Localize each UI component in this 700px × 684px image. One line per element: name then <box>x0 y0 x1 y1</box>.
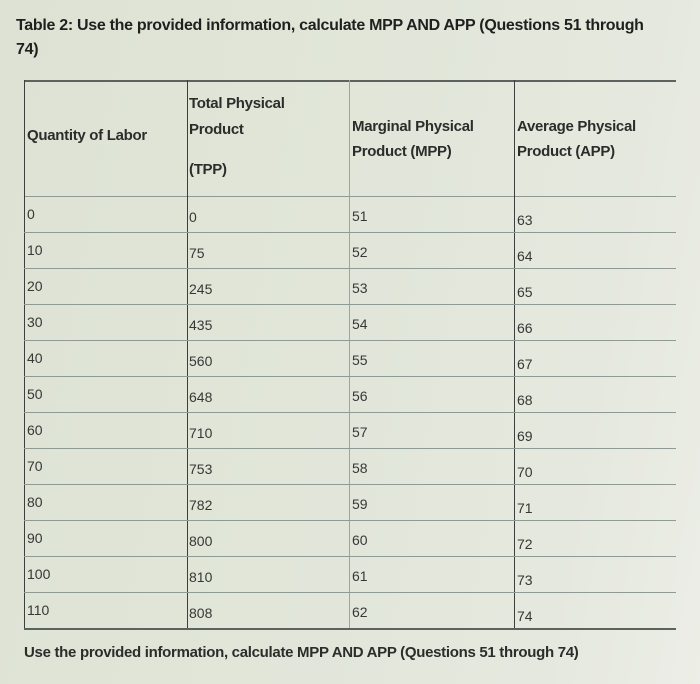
row-divider <box>24 412 676 413</box>
cell-labor: 70 <box>27 458 43 474</box>
table-bottom-border <box>24 628 676 630</box>
cell-mpp: 60 <box>352 532 368 548</box>
cell-tpp: 782 <box>189 497 213 513</box>
row-divider <box>24 232 676 233</box>
cell-tpp: 435 <box>189 317 213 333</box>
cell-labor: 60 <box>27 422 43 438</box>
cell-app: 66 <box>517 320 533 336</box>
cell-labor: 110 <box>27 602 50 618</box>
cell-app: 63 <box>517 212 533 228</box>
cell-tpp: 560 <box>189 353 213 369</box>
cell-tpp: 808 <box>189 605 213 621</box>
row-divider <box>24 448 676 449</box>
col-divider-1 <box>187 80 188 628</box>
cell-mpp: 59 <box>352 496 368 512</box>
header-tpp-line1: Total Physical <box>189 95 285 112</box>
row-divider <box>24 340 676 341</box>
header-app-line1: Average Physical <box>517 118 636 135</box>
header-quantity-of-labor: Quantity of Labor <box>27 127 147 144</box>
header-mpp-line1: Marginal Physical <box>352 118 474 135</box>
cell-app: 74 <box>517 608 533 624</box>
cell-tpp: 0 <box>189 209 197 225</box>
cell-mpp: 55 <box>352 352 368 368</box>
cell-mpp: 51 <box>352 208 368 224</box>
header-tpp-line3: (TPP) <box>189 161 227 178</box>
col-divider-3 <box>514 80 515 628</box>
cell-app: 71 <box>517 500 533 516</box>
cell-labor: 90 <box>27 530 43 546</box>
cell-mpp: 61 <box>352 568 368 584</box>
cell-app: 69 <box>517 428 533 444</box>
row-divider <box>24 376 676 377</box>
row-divider <box>24 484 676 485</box>
cell-mpp: 58 <box>352 460 368 476</box>
cell-mpp: 57 <box>352 424 368 440</box>
header-tpp-line2: Product <box>189 121 244 138</box>
cell-tpp: 710 <box>189 425 213 441</box>
cell-mpp: 56 <box>352 388 368 404</box>
cell-labor: 50 <box>27 386 43 402</box>
header-bottom-border <box>24 196 676 197</box>
cell-tpp: 648 <box>189 389 213 405</box>
cell-app: 72 <box>517 536 533 552</box>
header-app-line2: Product (APP) <box>517 143 615 160</box>
footer-instruction: Use the provided information, calculate … <box>24 644 579 661</box>
row-divider <box>24 592 676 593</box>
cell-labor: 40 <box>27 350 43 366</box>
cell-app: 68 <box>517 392 533 408</box>
cell-app: 65 <box>517 284 533 300</box>
cell-labor: 80 <box>27 494 43 510</box>
cell-app: 70 <box>517 464 533 480</box>
cell-mpp: 52 <box>352 244 368 260</box>
row-divider <box>24 304 676 305</box>
cell-mpp: 54 <box>352 316 368 332</box>
cell-app: 64 <box>517 248 533 264</box>
row-divider <box>24 520 676 521</box>
cell-tpp: 810 <box>189 569 213 585</box>
left-border <box>24 80 25 628</box>
header-mpp-line2: Product (MPP) <box>352 143 452 160</box>
cell-tpp: 800 <box>189 533 213 549</box>
cell-app: 73 <box>517 572 533 588</box>
cell-tpp: 753 <box>189 461 213 477</box>
cell-labor: 0 <box>27 206 35 222</box>
table-title: Table 2: Use the provided information, c… <box>16 17 644 58</box>
col-divider-2 <box>349 80 350 628</box>
cell-labor: 20 <box>27 278 43 294</box>
row-divider <box>24 556 676 557</box>
cell-labor: 10 <box>27 242 43 258</box>
cell-labor: 30 <box>27 314 43 330</box>
cell-mpp: 53 <box>352 280 368 296</box>
cell-app: 67 <box>517 356 533 372</box>
cell-tpp: 245 <box>189 281 213 297</box>
cell-mpp: 62 <box>352 604 368 620</box>
cell-tpp: 75 <box>189 245 205 261</box>
cell-labor: 100 <box>27 566 51 582</box>
table-top-border <box>24 80 676 82</box>
row-divider <box>24 268 676 269</box>
